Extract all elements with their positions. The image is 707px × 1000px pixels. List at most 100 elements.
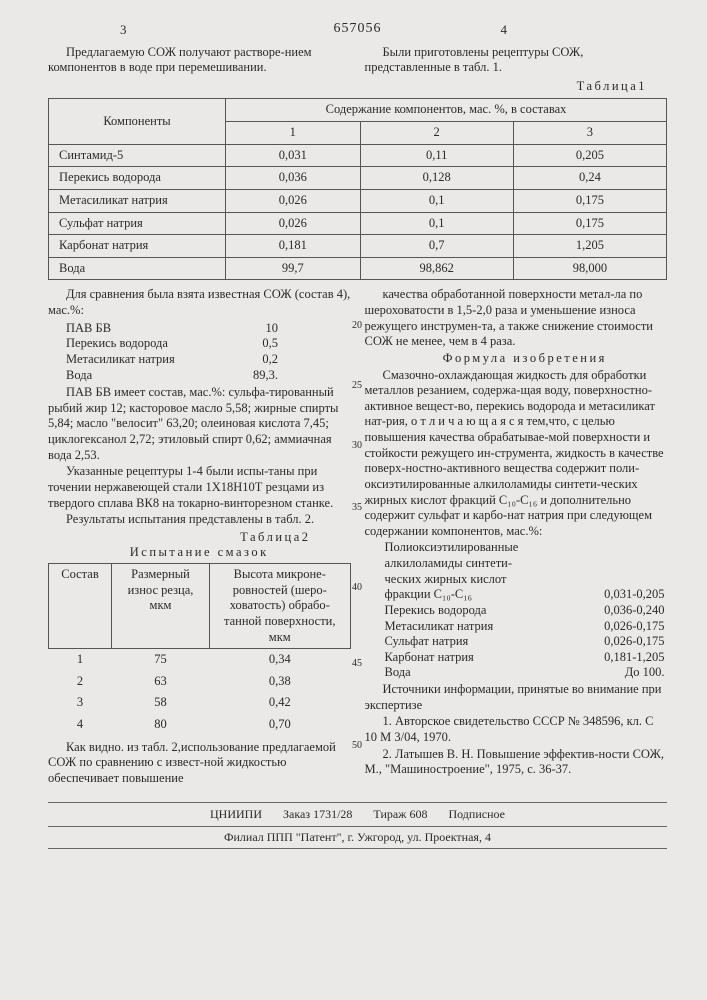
page-number-right: 4 (501, 22, 508, 38)
cell: 1 (49, 649, 112, 671)
list-item: Вода 89,3. (48, 368, 278, 384)
cell: 0,70 (210, 714, 351, 736)
cell-value: 0,1 (360, 189, 513, 212)
list-item: фракции C₁₀-C₁₆ 0,031-0,205 (385, 587, 665, 603)
cell-value: 0,036 (226, 167, 361, 190)
footer-org: ЦНИИПИ (210, 807, 262, 821)
right-p2: Смазочно-охлаждающая жидкость для обрабо… (365, 368, 668, 540)
margin-20: 20 (352, 320, 362, 333)
table-1: Компоненты Содержание компонентов, мас. … (48, 98, 667, 280)
list-item: Сульфат натрия 0,026-0,175 (385, 634, 665, 650)
intro-row: Предлагаемую СОЖ получают растворе-нием … (48, 44, 667, 77)
th-col3: 3 (513, 122, 666, 145)
component-name: Карбонат натрия (385, 650, 474, 666)
component-name: алкилоламиды синтети- (385, 556, 513, 572)
cell: 3 (49, 692, 112, 714)
body-columns: Для сравнения была взята известная СОЖ (… (48, 286, 667, 787)
item-value: 0,5 (262, 336, 278, 352)
left-p2: ПАВ БВ имеет состав, мас.%: сульфа-тиров… (48, 385, 351, 463)
th-col2: 2 (360, 122, 513, 145)
right-column: качества обработанной поверхности метал-… (365, 286, 668, 787)
item-name: Метасиликат натрия (48, 352, 175, 368)
page: 3 657056 4 Предлагаемую СОЖ получают рас… (0, 0, 707, 1000)
footer-zakaz: Заказ 1731/28 (283, 807, 352, 821)
margin-50: 50 (352, 740, 362, 753)
list-item: Метасиликат натрия0,026-0,175 (385, 619, 665, 635)
component-value: До 100. (625, 665, 665, 681)
cell-value: 0,175 (513, 189, 666, 212)
known-composition-list: ПАВ БВ10Перекись водорода0,5Метасиликат … (48, 321, 351, 384)
cell-value: 0,7 (360, 235, 513, 258)
th-col1: 1 (226, 122, 361, 145)
cell-value: 0,1 (360, 212, 513, 235)
left-p3: Указанные рецептуры 1-4 были испы-таны п… (48, 464, 351, 511)
list-item: Перекись водорода 0,5 (48, 336, 278, 352)
cell-value: 0,205 (513, 144, 666, 167)
table-row: Синтамид-50,0310,110,205 (49, 144, 667, 167)
margin-45: 45 (352, 658, 362, 671)
cell-label: Сульфат натрия (49, 212, 226, 235)
item-name: ПАВ БВ (48, 321, 111, 337)
list-item: Перекись водорода0,036-0,240 (385, 603, 665, 619)
cell-value: 0,026 (226, 189, 361, 212)
intro-left: Предлагаемую СОЖ получают растворе-нием … (48, 45, 351, 76)
cell: 4 (49, 714, 112, 736)
cell-value: 1,205 (513, 235, 666, 258)
component-value: 0,026-0,175 (604, 634, 664, 650)
cell: 80 (112, 714, 210, 736)
cell-value: 0,026 (226, 212, 361, 235)
component-name: Сульфат натрия (385, 634, 469, 650)
cell-value: 98,862 (360, 257, 513, 280)
cell-label: Карбонат натрия (49, 235, 226, 258)
cell: 63 (112, 671, 210, 693)
cell-label: Метасиликат натрия (49, 189, 226, 212)
cell-value: 0,128 (360, 167, 513, 190)
margin-30: 30 (352, 440, 362, 453)
table-row: 2630,38 (49, 671, 351, 693)
cell-label: Вода (49, 257, 226, 280)
cell-value: 0,175 (513, 212, 666, 235)
cell-value: 99,7 (226, 257, 361, 280)
item-value: 89,3. (253, 368, 278, 384)
table-row: Вода99,798,86298,000 (49, 257, 667, 280)
footer-tirazh: Тираж 608 (373, 807, 427, 821)
item-value: 10 (266, 321, 279, 337)
item-name: Вода (48, 368, 92, 384)
item-name: Перекись водорода (48, 336, 168, 352)
right-p3: Источники информации, принятые во вниман… (365, 682, 668, 713)
right-p1: качества обработанной поверхности метал-… (365, 287, 668, 350)
th-group: Содержание компонентов, мас. %, в состав… (226, 99, 667, 122)
table-row: Перекись водорода0,0360,1280,24 (49, 167, 667, 190)
list-item: Карбонат натрия0,181-1,205 (385, 650, 665, 666)
list-item: алкилоламиды синтети- (385, 556, 665, 572)
cell-value: 98,000 (513, 257, 666, 280)
intro-right: Были приготовлены рецептуры СОЖ, предста… (365, 45, 668, 76)
cell-value: 0,181 (226, 235, 361, 258)
left-p1: Для сравнения была взята известная СОЖ (… (48, 287, 351, 318)
list-item: Полиоксиэтилированные (385, 540, 665, 556)
component-name: фракции C₁₀-C₁₆ (385, 587, 472, 603)
cell-label: Перекись водорода (49, 167, 226, 190)
table-row: 4800,70 (49, 714, 351, 736)
formula-heading: Формула изобретения (365, 351, 668, 367)
list-item: Метасиликат натрия0,2 (48, 352, 278, 368)
th-components: Компоненты (49, 99, 226, 144)
margin-25: 25 (352, 380, 362, 393)
cell-value: 0,24 (513, 167, 666, 190)
left-p5: Как видно. из табл. 2,использование пред… (48, 740, 351, 787)
component-value: 0,031-0,205 (604, 587, 664, 603)
list-item: ВодаДо 100. (385, 665, 665, 681)
table-row: Сульфат натрия0,0260,10,175 (49, 212, 667, 235)
ref-1: 1. Авторское свидетельство СССР № 348596… (365, 714, 668, 745)
cell-value: 0,11 (360, 144, 513, 167)
margin-40: 40 (352, 582, 362, 595)
table-row: 1750,34 (49, 649, 351, 671)
components-list: Полиоксиэтилированныеалкилоламиды синтет… (365, 540, 668, 681)
cell: 58 (112, 692, 210, 714)
table1-caption: Таблица1 (48, 79, 647, 95)
table-row: 3580,42 (49, 692, 351, 714)
footer-pod: Подписное (448, 807, 505, 821)
left-column: Для сравнения была взята известная СОЖ (… (48, 286, 351, 787)
table-row: Карбонат натрия0,1810,71,205 (49, 235, 667, 258)
cell: 75 (112, 649, 210, 671)
